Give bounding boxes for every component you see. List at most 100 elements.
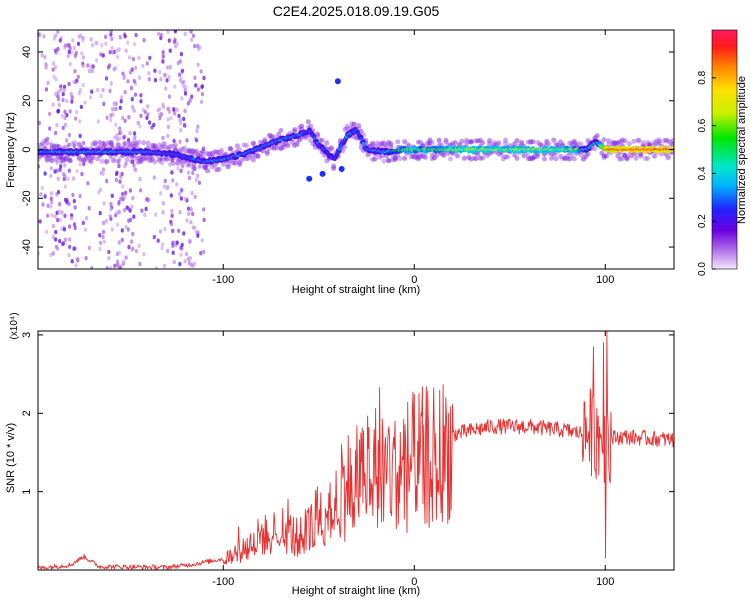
noise-blob: [165, 186, 169, 191]
y-tick-label: 2: [21, 410, 33, 416]
noise-blob: [46, 136, 50, 142]
noise-blob: [164, 86, 168, 91]
noise-blob: [168, 65, 172, 70]
noise-blob: [183, 108, 187, 114]
noise-blob: [147, 77, 151, 82]
noise-blob: [81, 140, 86, 146]
halo-blob: [542, 156, 547, 162]
noise-blob: [107, 249, 111, 255]
noise-blob: [179, 52, 183, 57]
noise-blob: [202, 249, 206, 255]
noise-blob: [180, 96, 184, 101]
noise-blob: [118, 136, 122, 141]
noise-blob: [134, 65, 138, 71]
halo-blob: [539, 143, 545, 149]
snr-panel: -100 0 100 1 2 3 Height of straight line (km)…: [5, 312, 675, 597]
noise-blob: [169, 221, 173, 227]
noise-blob: [183, 196, 187, 202]
noise-blob: [55, 122, 59, 128]
halo-blob: [221, 161, 227, 167]
noise-blob: [114, 106, 118, 112]
ridge-inner: [357, 132, 361, 136]
noise-blob: [175, 182, 179, 187]
noise-blob: [130, 247, 134, 252]
x-tick-label: 0: [411, 274, 417, 286]
noise-blob: [72, 198, 76, 204]
noise-blob: [163, 184, 167, 189]
noise-blob: [193, 44, 197, 49]
noise-blob: [179, 196, 183, 201]
halo-blob: [448, 156, 453, 162]
noise-blob: [131, 196, 135, 201]
noise-blob: [81, 63, 85, 69]
stray-blob: [319, 170, 326, 177]
halo-blob: [459, 138, 465, 144]
halo-blob: [223, 151, 229, 157]
noise-blob: [78, 193, 82, 199]
halo-blob: [129, 159, 135, 165]
noise-blob: [86, 63, 90, 68]
noise-blob: [66, 43, 70, 48]
ridge-inner: [359, 137, 363, 141]
noise-blob: [72, 45, 76, 51]
halo-blob: [90, 155, 96, 161]
noise-blob: [75, 169, 79, 174]
halo-blob: [331, 165, 337, 171]
noise-blob: [87, 245, 92, 251]
noise-blob: [124, 224, 128, 230]
noise-blob: [189, 30, 193, 34]
halo-blob: [58, 154, 64, 160]
noise-blob: [180, 68, 185, 74]
noise-blob: [49, 252, 53, 258]
noise-blob: [184, 251, 188, 257]
noise-blob: [61, 171, 66, 177]
noise-blob: [76, 74, 80, 80]
noise-blob: [117, 250, 122, 255]
noise-blob: [123, 34, 127, 39]
noise-blob: [133, 131, 137, 136]
halo-blob: [503, 137, 508, 143]
noise-blob: [122, 208, 127, 213]
noise-blob: [72, 222, 77, 227]
noise-blob: [41, 202, 45, 207]
noise-blob: [158, 229, 163, 234]
noise-blob: [114, 177, 118, 183]
noise-blob: [117, 240, 121, 245]
noise-blob: [114, 122, 118, 127]
noise-blob: [137, 243, 141, 249]
halo-blob: [264, 149, 270, 155]
noise-blob: [54, 77, 58, 82]
noise-blob: [61, 92, 65, 97]
noise-blob: [173, 30, 177, 34]
noise-blob: [119, 99, 123, 104]
halo-blob: [514, 156, 520, 161]
noise-blob: [196, 124, 200, 129]
spectrogram-panel: -100 0 100 -40 -20 0 20 40 Height of straight l…: [5, 29, 675, 296]
halo-blob: [237, 146, 243, 152]
halo-blob: [285, 143, 291, 149]
noise-blob: [152, 234, 156, 240]
noise-blob: [54, 229, 58, 235]
noise-blob: [58, 167, 62, 172]
noise-blob: [171, 228, 175, 234]
noise-blob: [122, 135, 126, 140]
noise-blob: [124, 255, 128, 260]
noise-blob: [90, 68, 94, 74]
noise-blob: [166, 248, 170, 254]
noise-blob: [44, 65, 48, 70]
y-tick-label: 40: [21, 46, 33, 58]
noise-blob: [146, 112, 150, 117]
noise-blob: [126, 227, 130, 232]
noise-blob: [99, 52, 103, 57]
noise-blob: [118, 35, 122, 40]
halo-blob: [145, 140, 151, 146]
noise-blob: [51, 67, 55, 72]
halo-blob: [546, 141, 552, 147]
noise-blob: [153, 78, 157, 83]
halo-blob: [487, 141, 492, 147]
noise-blob: [57, 102, 61, 108]
noise-blob: [73, 205, 77, 210]
colorbar-tick-label: 0.8: [697, 70, 708, 84]
noise-blob: [121, 191, 125, 197]
halo-blob: [381, 158, 387, 164]
